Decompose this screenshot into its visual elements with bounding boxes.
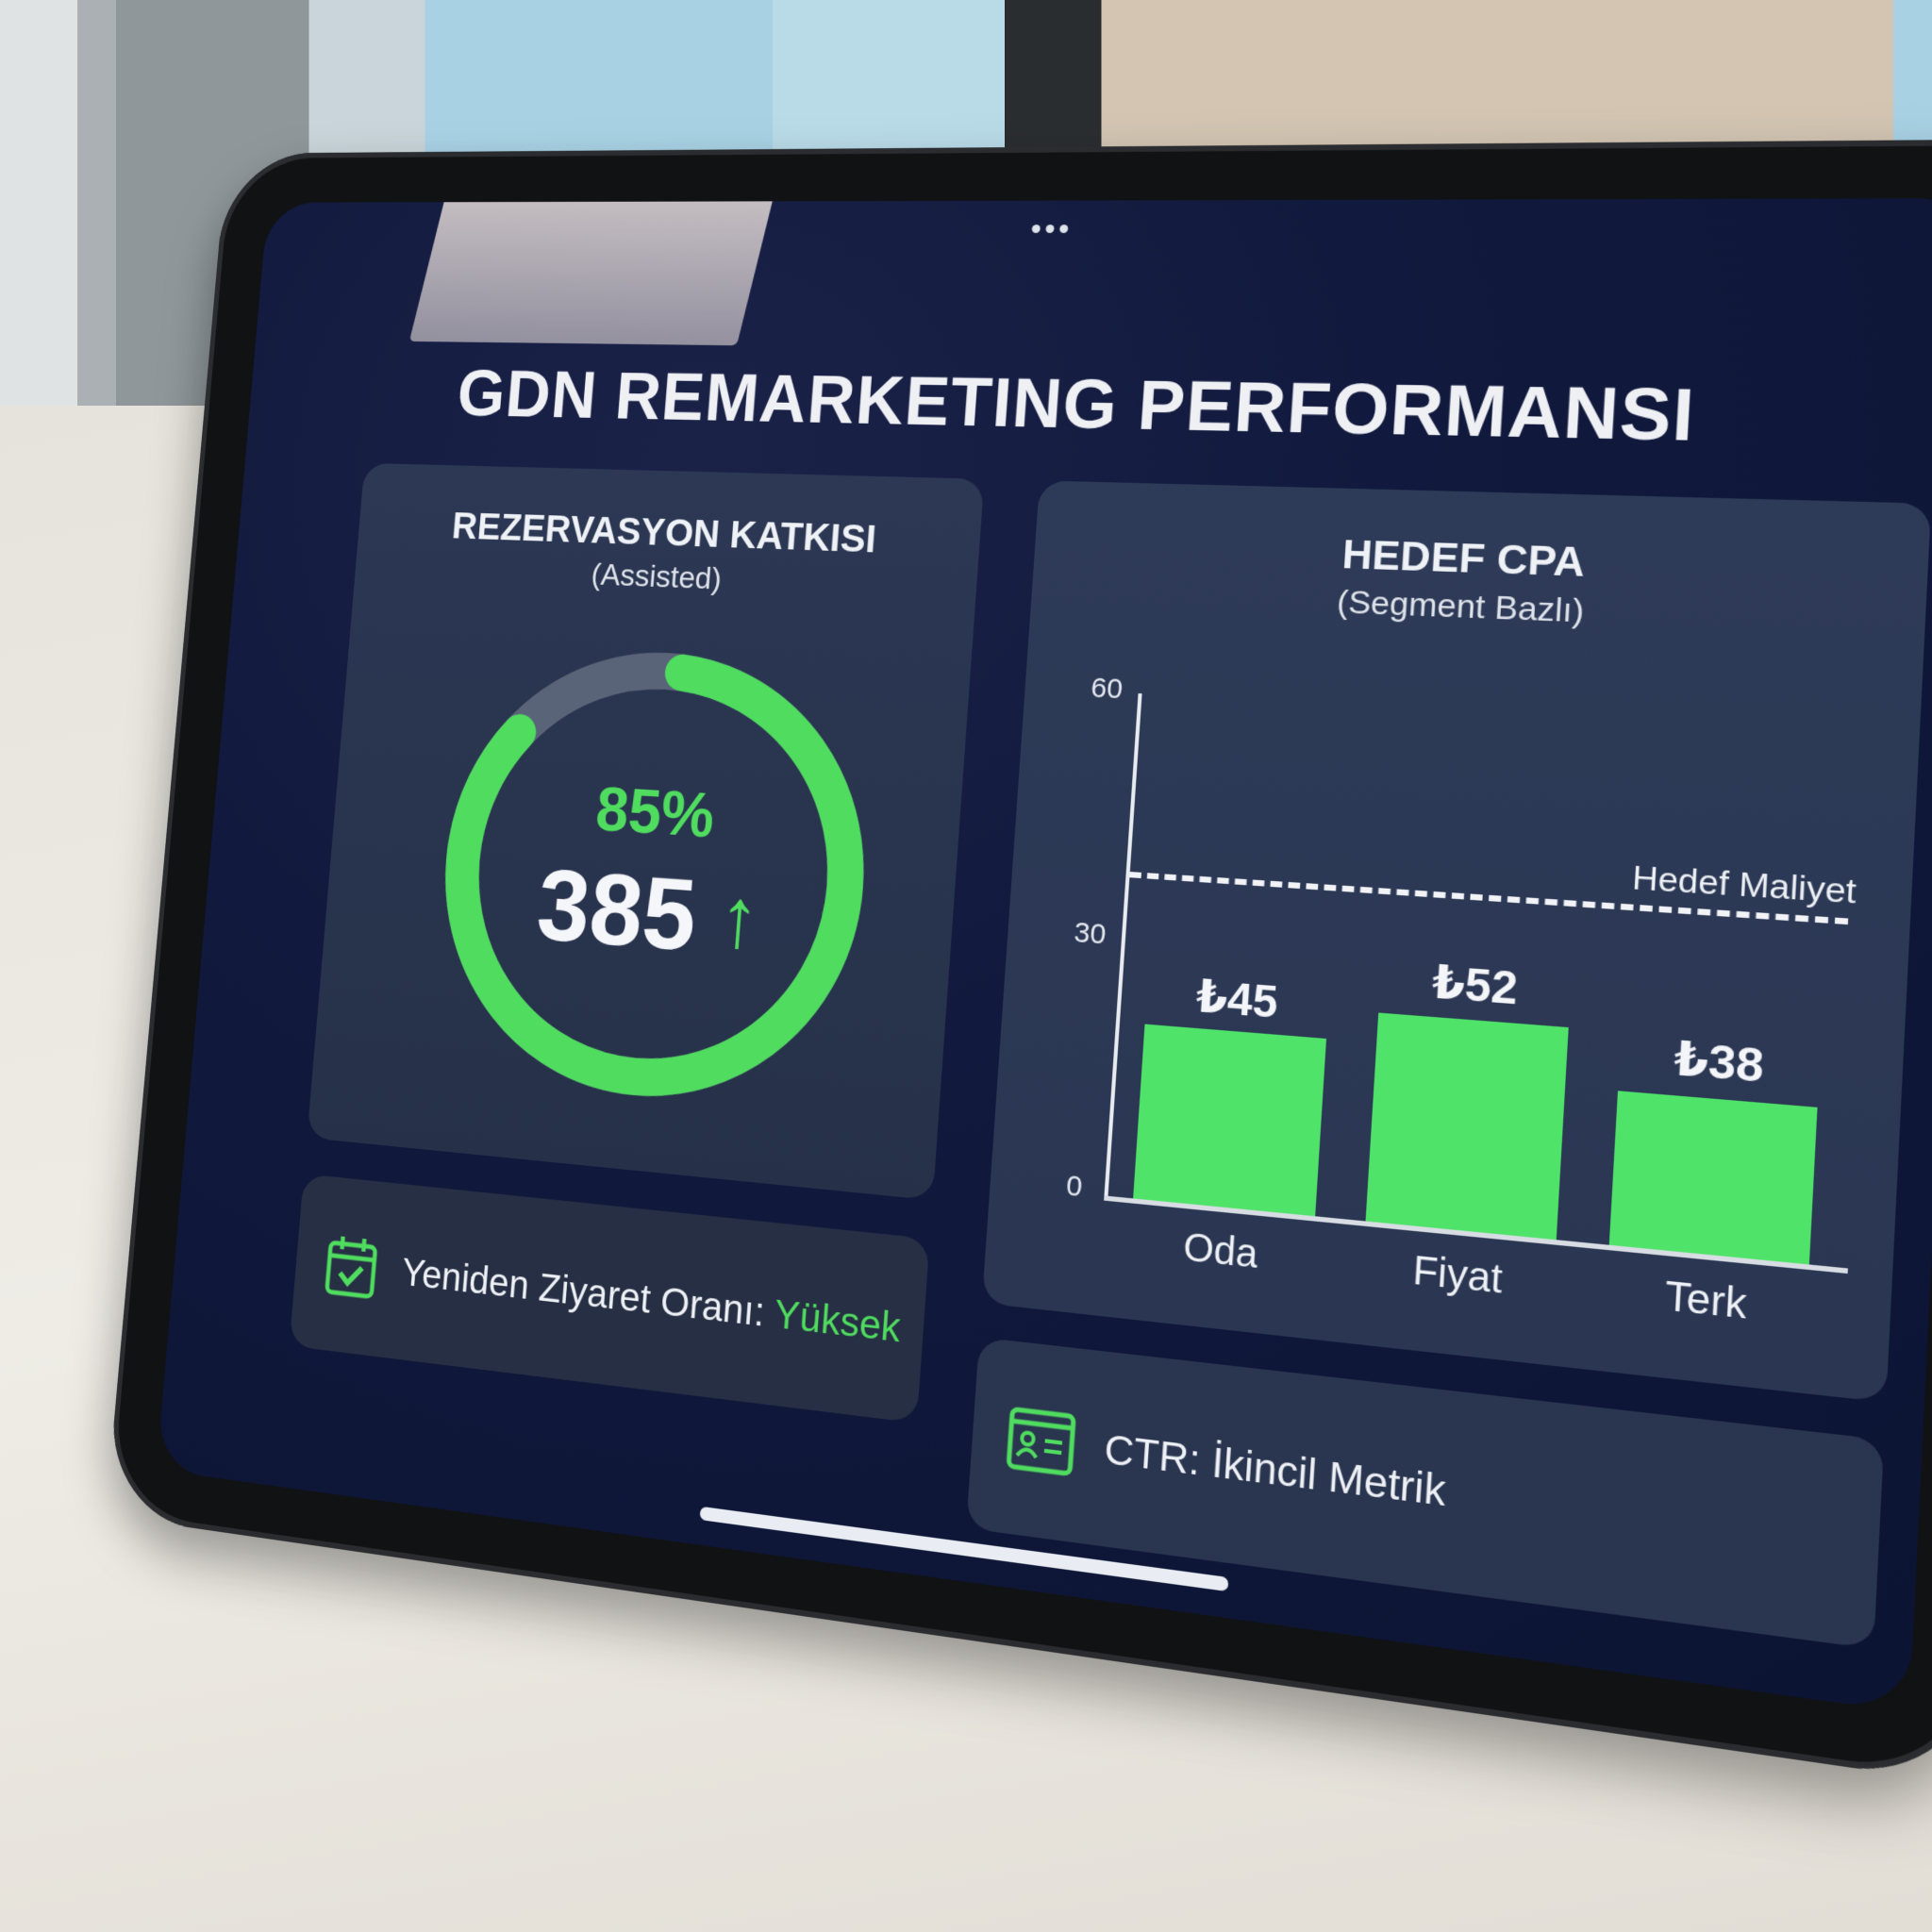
cpa-bar-chart: 60 30 0 Hedef Maliyet ₺45 Oda ₺52 Fiyat … <box>1023 671 1877 1355</box>
booking-contribution-card: REZERVASYON KATKISI (Assisted) 85% 385 ↑ <box>307 463 984 1200</box>
bar-fiyat[interactable] <box>1366 1013 1569 1241</box>
tablet-screen: GDN REMARKETING PERFORMANSI REZERVASYON … <box>157 198 1932 1712</box>
y-tick-0: 0 <box>1065 1170 1083 1205</box>
id-card-icon <box>1005 1405 1078 1478</box>
target-cpa-card: HEDEF CPA (Segment Bazlı) 60 30 0 Hedef … <box>982 480 1931 1402</box>
ctr-label: CTR: İkincil Metrik <box>1103 1424 1447 1515</box>
y-axis <box>1104 693 1141 1198</box>
bar-terk[interactable] <box>1609 1091 1818 1264</box>
revisit-rate-value: Yüksek <box>773 1291 902 1350</box>
revisit-rate-label: Yeniden Ziyaret Oranı: <box>400 1250 776 1336</box>
bar-category-label: Fiyat <box>1361 1243 1555 1308</box>
bar-value-label: ₺52 <box>1379 951 1573 1019</box>
bar-oda[interactable] <box>1133 1024 1326 1217</box>
y-tick-60: 60 <box>1090 672 1124 706</box>
bar-category-label: Oda <box>1128 1220 1313 1283</box>
calendar-check-icon <box>324 1231 380 1301</box>
tablet-device: GDN REMARKETING PERFORMANSI REZERVASYON … <box>106 139 1932 1785</box>
page-title: GDN REMARKETING PERFORMANSI <box>248 353 1932 464</box>
bar-value-label: ₺45 <box>1145 966 1330 1033</box>
y-tick-30: 30 <box>1073 917 1107 952</box>
progress-ring: 85% 385 ↑ <box>419 635 889 1125</box>
screen-glare <box>409 198 781 345</box>
bar-category-label: Terk <box>1606 1268 1808 1335</box>
percent-value: 85% <box>593 773 717 852</box>
bar-value-label: ₺38 <box>1619 1026 1822 1098</box>
revisit-rate-card[interactable]: Yeniden Ziyaret Oranı: Yüksek <box>289 1174 929 1423</box>
multitasking-dots-icon[interactable] <box>1032 225 1069 233</box>
assisted-count: 385 <box>533 846 701 974</box>
arrow-up-icon: ↑ <box>715 869 762 968</box>
target-cost-label: Hedef Maliyet <box>1631 858 1857 912</box>
